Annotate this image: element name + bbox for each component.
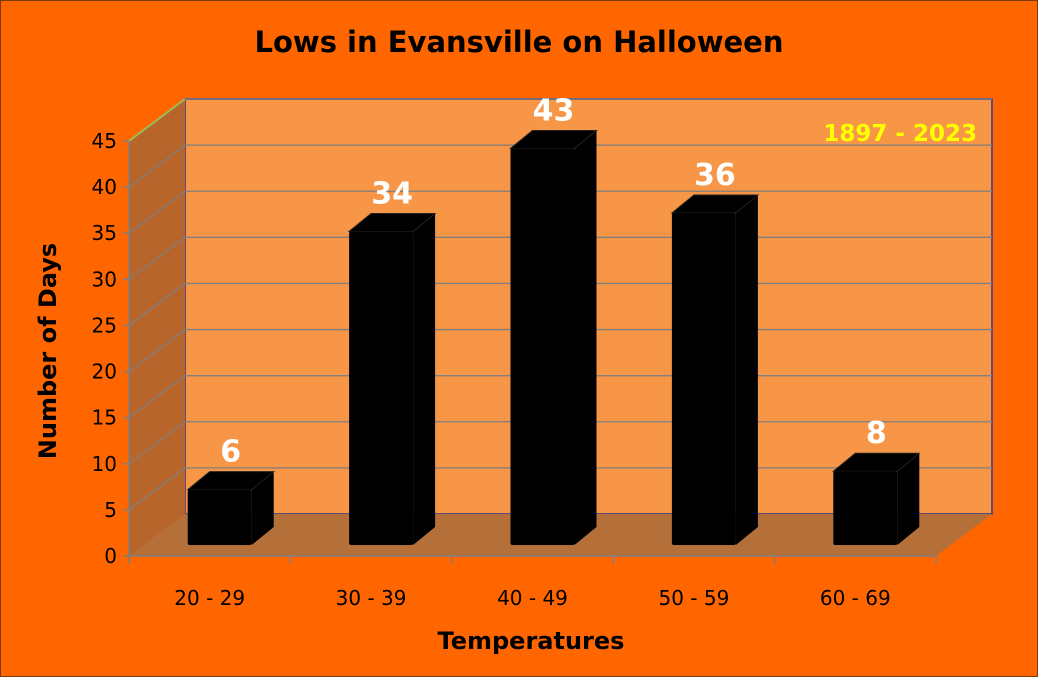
bar-side [413,213,436,545]
y-axis-depth-line [128,98,186,142]
x-axis: 20 - 29 30 - 39 40 - 49 50 - 59 60 - 69 [128,555,937,610]
data-label: 34 [371,176,413,211]
bar-side [574,130,597,545]
bar-side [251,471,274,545]
x-tick-label: 60 - 69 [820,586,891,610]
bar-front [187,489,252,545]
year-range-annotation: 1897 - 2023 [823,121,977,147]
x-axis-title: Temperatures [438,627,625,655]
y-tick-label: 0 [104,544,117,568]
y-tick-label: 20 [92,360,117,384]
bar-front [671,213,736,545]
y-tick-label: 25 [92,313,117,337]
bar [831,452,921,545]
bar-side [897,453,920,545]
bar-front [510,148,575,545]
bar-front [349,231,414,545]
y-axis: 0 5 10 15 20 25 30 35 40 45 [92,98,186,568]
bar-side [735,195,758,545]
bars [186,129,921,545]
bar [186,471,276,545]
x-tick-label: 40 - 49 [497,586,568,610]
y-tick-label: 10 [92,452,117,476]
bar [347,212,437,545]
y-tick-label: 15 [92,406,117,430]
data-labels: 6 34 43 36 8 [220,93,886,469]
chart-title: Lows in Evansville on Halloween [255,25,784,59]
y-tick-label: 5 [104,498,117,522]
bar-front [833,471,898,545]
bar [670,194,760,545]
y-tick-label: 30 [92,267,117,291]
y-tick-label: 45 [92,129,117,153]
data-label: 8 [866,416,887,451]
y-tick-label: 35 [92,221,117,245]
data-label: 6 [220,435,241,470]
y-axis-title: Number of Days [34,243,62,459]
x-tick-label: 20 - 29 [174,586,245,610]
data-label: 36 [694,158,736,193]
gridline [128,190,992,234]
x-tick-label: 50 - 59 [658,586,729,610]
x-tick-label: 30 - 39 [336,586,407,610]
gridline [128,144,992,188]
side-wall [129,99,185,556]
y-tick-label: 40 [92,175,117,199]
bar [509,129,598,545]
data-label: 43 [533,93,575,128]
